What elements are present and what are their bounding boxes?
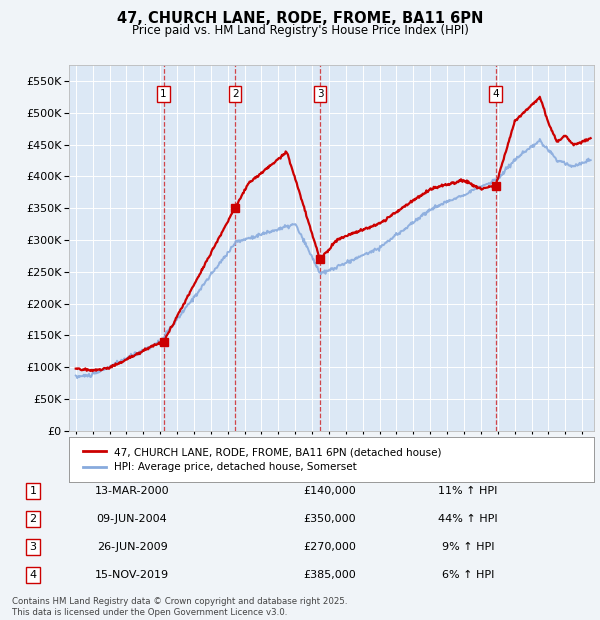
Text: £385,000: £385,000 (304, 570, 356, 580)
Text: 11% ↑ HPI: 11% ↑ HPI (439, 486, 497, 496)
Text: 13-MAR-2000: 13-MAR-2000 (95, 486, 169, 496)
Text: 3: 3 (29, 542, 37, 552)
Text: 9% ↑ HPI: 9% ↑ HPI (442, 542, 494, 552)
Text: 47, CHURCH LANE, RODE, FROME, BA11 6PN: 47, CHURCH LANE, RODE, FROME, BA11 6PN (117, 11, 483, 26)
Text: Contains HM Land Registry data © Crown copyright and database right 2025.
This d: Contains HM Land Registry data © Crown c… (12, 598, 347, 617)
Text: 09-JUN-2004: 09-JUN-2004 (97, 514, 167, 524)
Text: 6% ↑ HPI: 6% ↑ HPI (442, 570, 494, 580)
Text: 4: 4 (29, 570, 37, 580)
Text: £350,000: £350,000 (304, 514, 356, 524)
Text: 1: 1 (160, 89, 167, 99)
Text: 4: 4 (492, 89, 499, 99)
Legend: 47, CHURCH LANE, RODE, FROME, BA11 6PN (detached house), HPI: Average price, det: 47, CHURCH LANE, RODE, FROME, BA11 6PN (… (79, 444, 445, 476)
Text: 26-JUN-2009: 26-JUN-2009 (97, 542, 167, 552)
Text: £140,000: £140,000 (304, 486, 356, 496)
Text: 44% ↑ HPI: 44% ↑ HPI (438, 514, 498, 524)
Text: £270,000: £270,000 (304, 542, 356, 552)
Text: 2: 2 (29, 514, 37, 524)
Text: Price paid vs. HM Land Registry's House Price Index (HPI): Price paid vs. HM Land Registry's House … (131, 24, 469, 37)
Text: 1: 1 (29, 486, 37, 496)
Text: 15-NOV-2019: 15-NOV-2019 (95, 570, 169, 580)
Text: 2: 2 (232, 89, 238, 99)
Text: 3: 3 (317, 89, 323, 99)
